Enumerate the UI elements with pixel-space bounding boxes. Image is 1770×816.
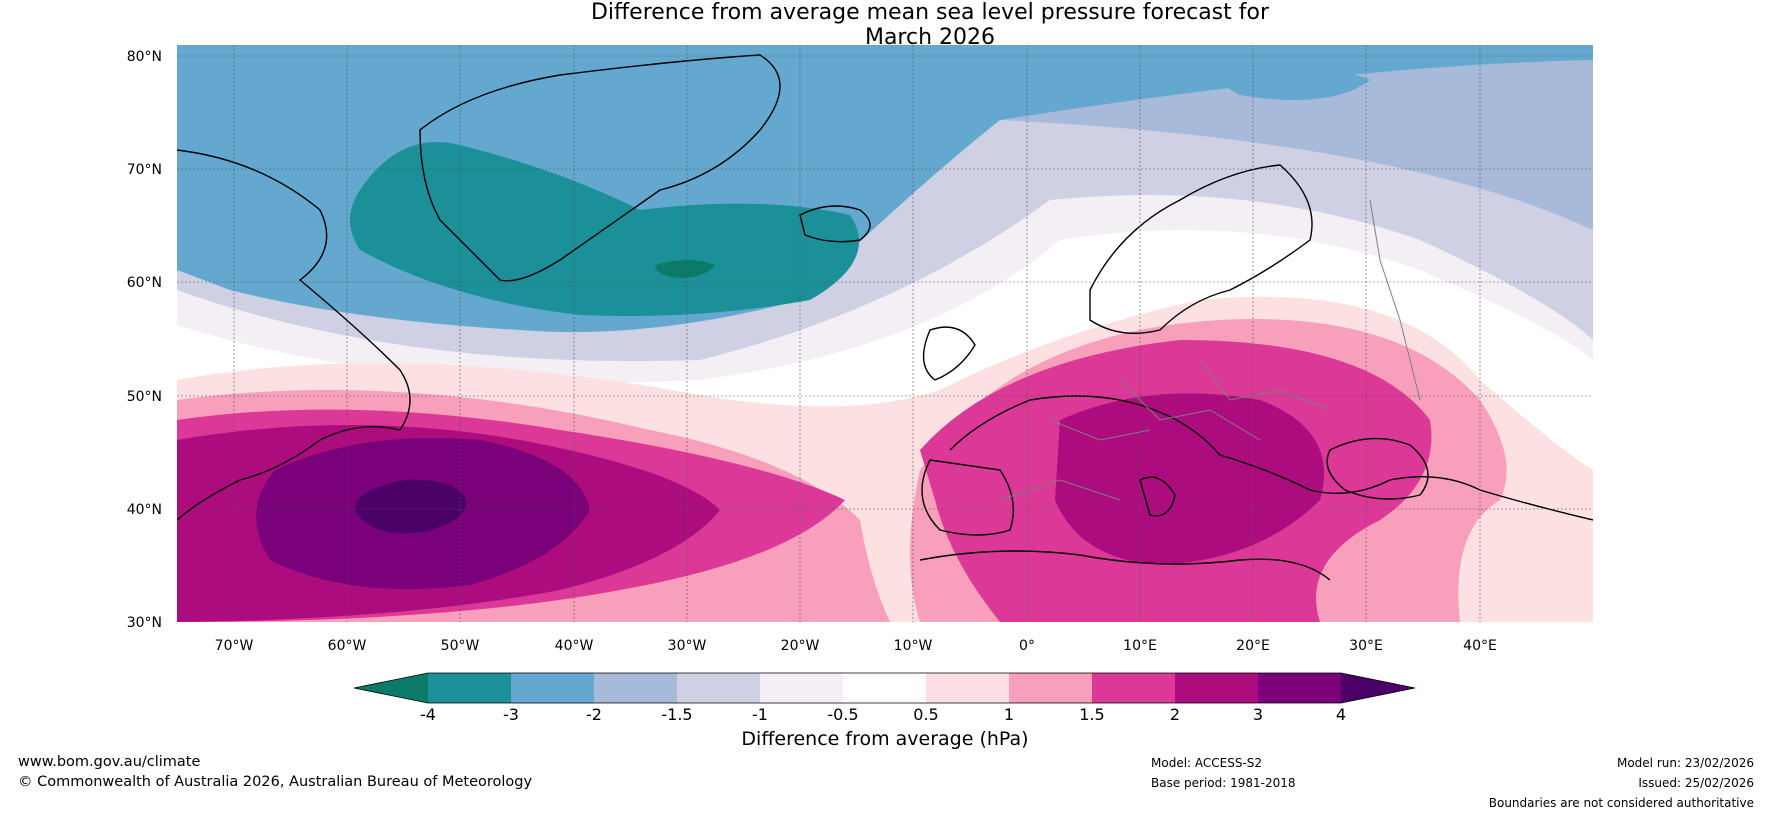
country-borders [999, 199, 1421, 501]
lat-label-60n: 60°N [127, 275, 162, 291]
lon-label-20w: 20°W [781, 638, 820, 654]
colorbar-title: Difference from average (hPa) [741, 728, 1028, 750]
longitude-labels: 70°W 60°W 50°W 40°W 30°W 20°W 10°W 0° 10… [215, 638, 1497, 654]
colorbar-segment [428, 673, 511, 703]
model-text: Model: ACCESS-S2 [1151, 756, 1263, 770]
colorbar-segment [926, 673, 1009, 703]
lon-label-10w: 10°W [894, 638, 933, 654]
colorbar-tick-label: -3 [503, 705, 519, 724]
colorbar-tick-label: -1 [752, 705, 768, 724]
colorbar-segment [594, 673, 677, 703]
title-line-1: Difference from average mean sea level p… [590, 0, 1270, 25]
colorbar-tick-labels: -4 -3 -2 -1.5 -1 -0.5 0.5 1 1.5 2 3 4 [420, 705, 1346, 724]
colorbar-tick-label: 0.5 [913, 705, 938, 724]
colorbar: -4 -3 -2 -1.5 -1 -0.5 0.5 1 1.5 2 3 4 Di… [353, 672, 1416, 750]
colorbar-segment [1092, 673, 1175, 703]
colorbar-tick-label: -2 [586, 705, 602, 724]
lat-label-70n: 70°N [127, 162, 162, 178]
lat-label-50n: 50°N [127, 389, 162, 405]
lon-label-30w: 30°W [668, 638, 707, 654]
colorbar-segment [1258, 673, 1341, 703]
lat-label-30n: 30°N [127, 615, 162, 631]
colorbar-extend-low [354, 673, 428, 703]
colorbar-segment [677, 673, 760, 703]
issued-text: Issued: 25/02/2026 [1638, 776, 1754, 790]
colorbar-tick-label: 1 [1004, 705, 1014, 724]
lon-label-30e: 30°E [1349, 638, 1383, 654]
lon-label-40w: 40°W [555, 638, 594, 654]
disclaimer-text: Boundaries are not considered authoritat… [1488, 796, 1754, 810]
colorbar-tick-label: 1.5 [1079, 705, 1104, 724]
lon-label-10e: 10°E [1123, 638, 1157, 654]
website-text: www.bom.gov.au/climate [18, 754, 201, 770]
latitude-labels: 80°N 70°N 60°N 50°N 40°N 30°N [127, 49, 162, 631]
lat-label-80n: 80°N [127, 49, 162, 65]
colorbar-segment [843, 673, 926, 703]
lat-label-40n: 40°N [127, 502, 162, 518]
colorbar-segment [1175, 673, 1258, 703]
colorbar-tick-label: -0.5 [827, 705, 858, 724]
colorbar-tick-label: -1.5 [661, 705, 692, 724]
colorbar-tick-label: 3 [1253, 705, 1263, 724]
colorbar-segment [1009, 673, 1092, 703]
colorbar-tick-label: 2 [1170, 705, 1180, 724]
colorbar-segment [511, 673, 594, 703]
pressure-anomaly-field [177, 45, 1593, 622]
model-run-text: Model run: 23/02/2026 [1616, 756, 1754, 770]
copyright-text: © Commonwealth of Australia 2026, Austra… [18, 774, 533, 790]
base-period-text: Base period: 1981-2018 [1151, 776, 1296, 790]
colorbar-segment [760, 673, 843, 703]
lon-label-40e: 40°E [1463, 638, 1497, 654]
lon-label-20e: 20°E [1236, 638, 1270, 654]
colorbar-extend-high [1341, 673, 1415, 703]
lon-label-60w: 60°W [328, 638, 367, 654]
lon-label-0: 0° [1019, 638, 1035, 654]
coastlines [177, 54, 1593, 581]
colorbar-tick-label: -4 [420, 705, 436, 724]
graticule [177, 45, 1593, 622]
colorbar-tick-label: 4 [1336, 705, 1346, 724]
map-title: Difference from average mean sea level p… [0, 0, 1770, 50]
lon-label-50w: 50°W [441, 638, 480, 654]
lon-label-70w: 70°W [215, 638, 254, 654]
